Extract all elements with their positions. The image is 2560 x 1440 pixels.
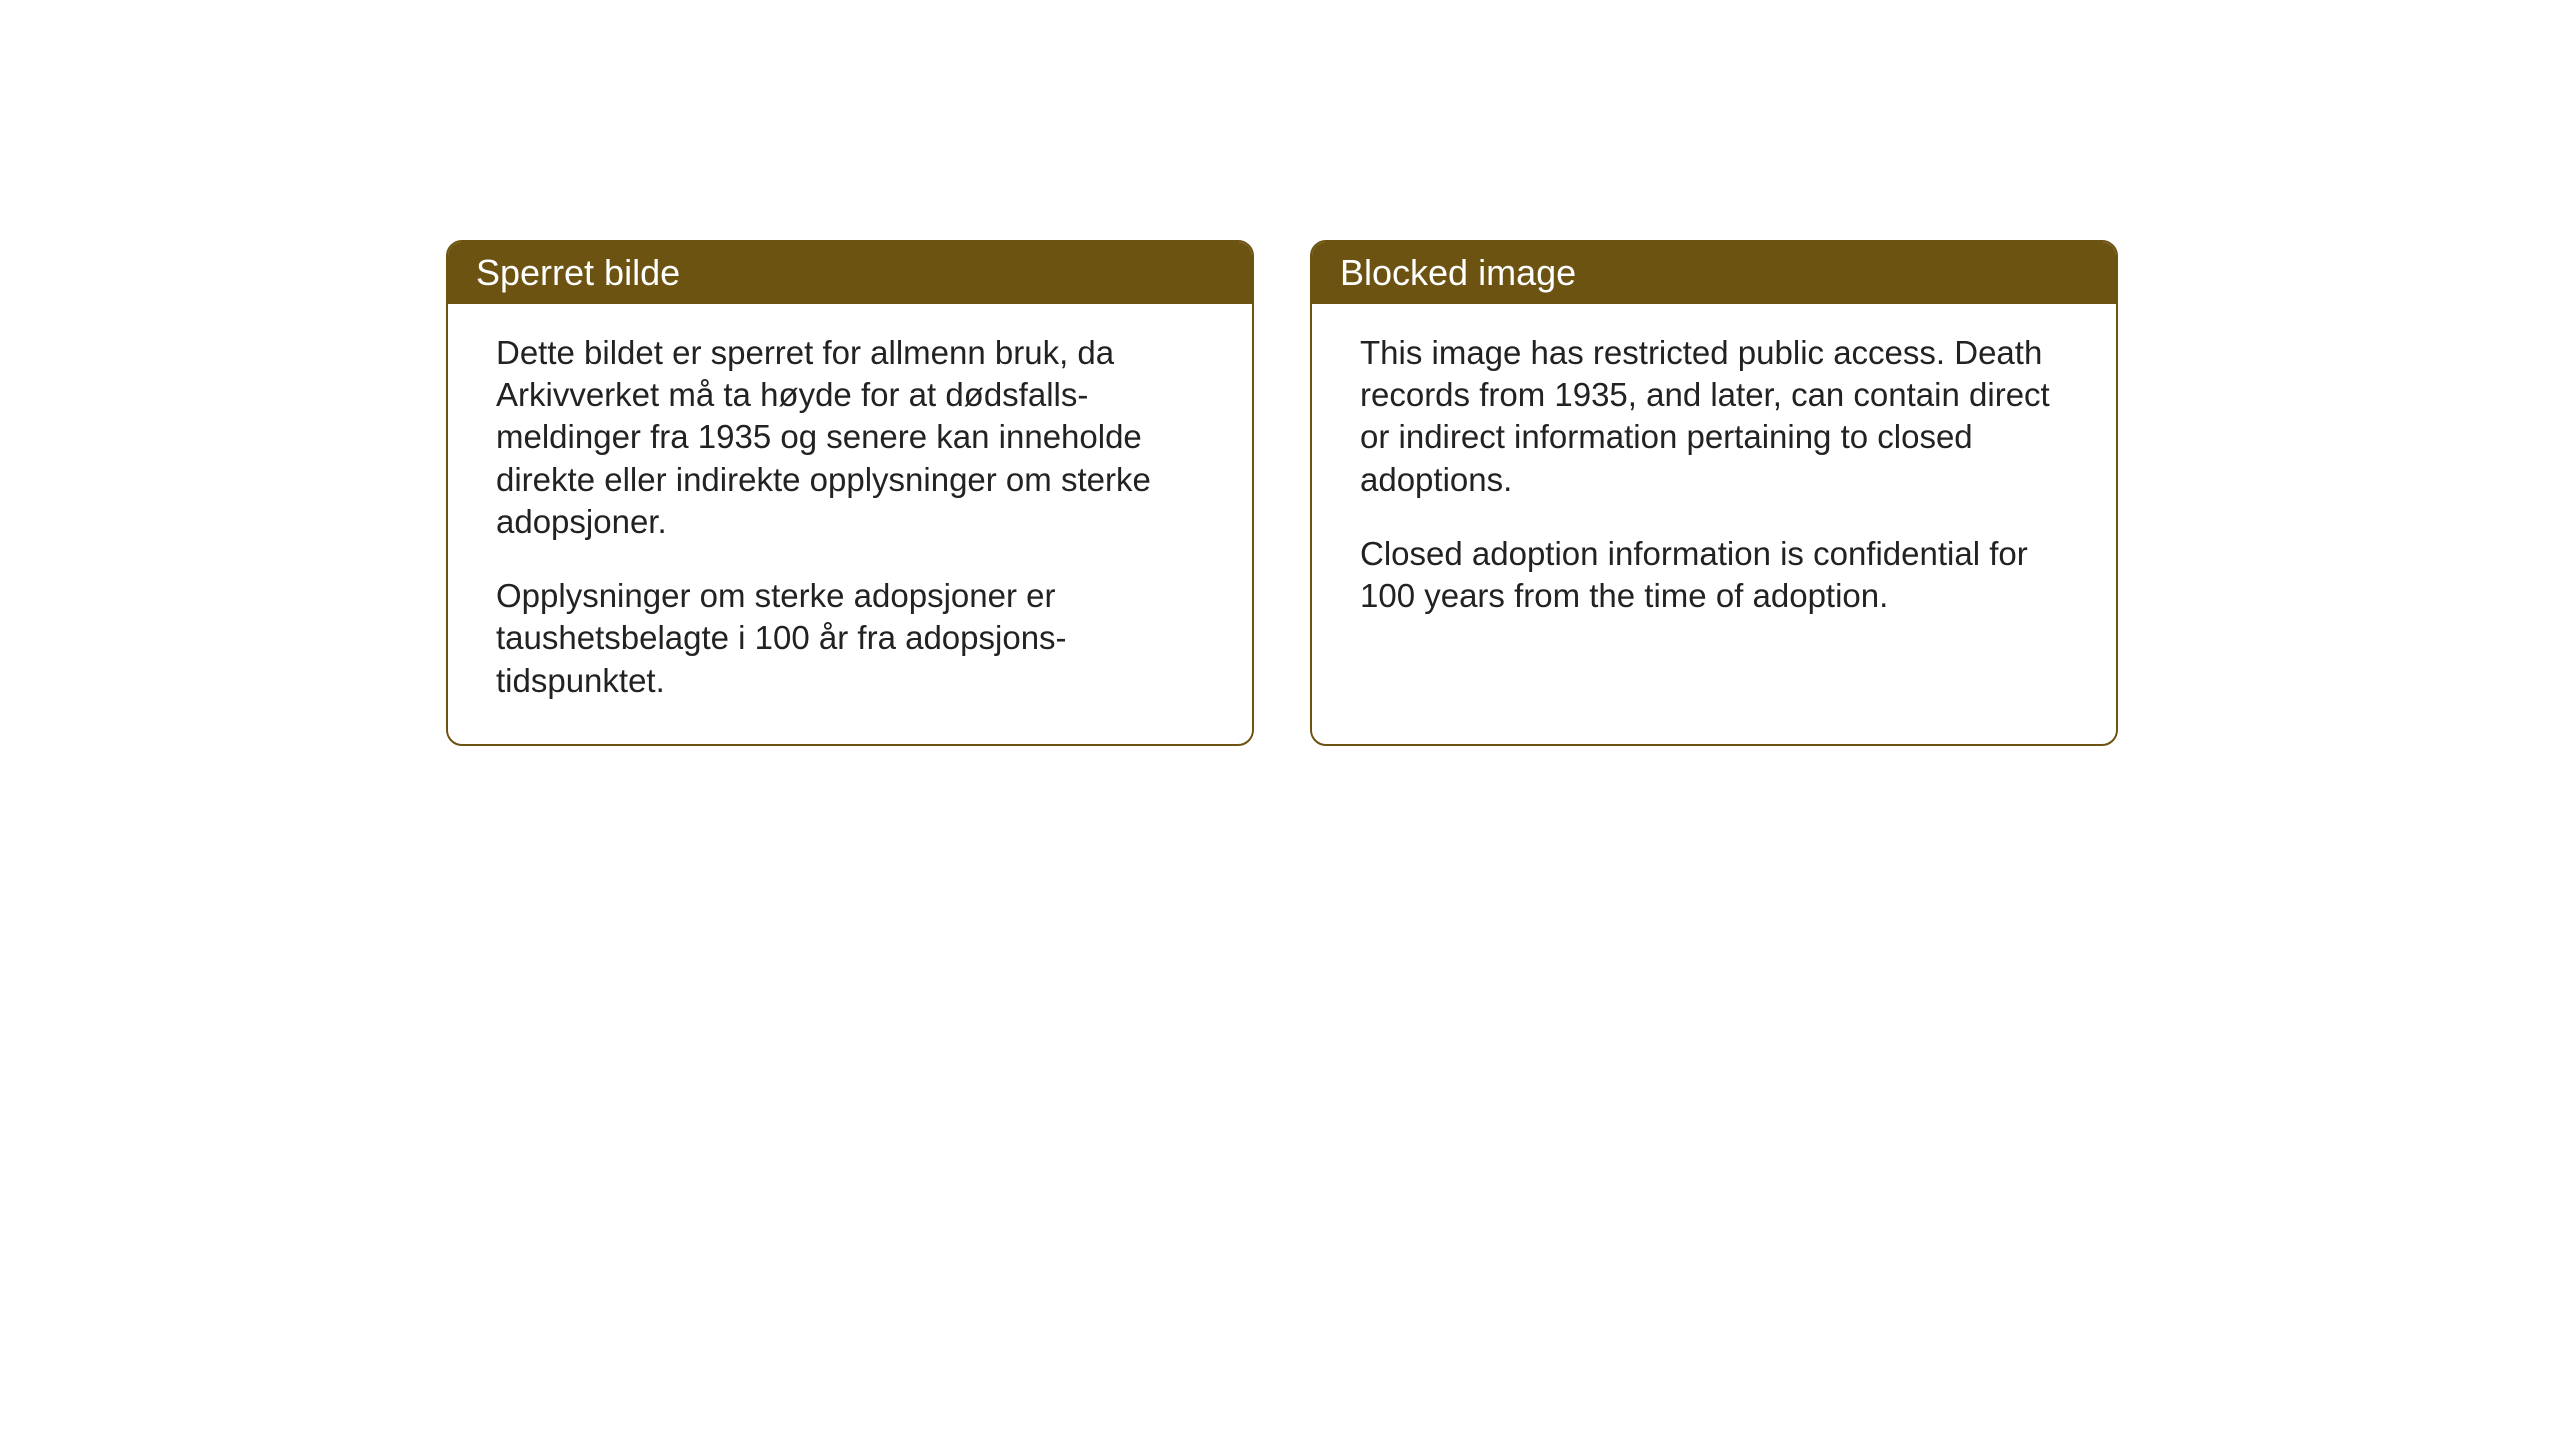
notice-header-norwegian: Sperret bilde xyxy=(448,242,1252,304)
notice-container: Sperret bilde Dette bildet er sperret fo… xyxy=(0,0,2560,746)
notice-body-norwegian: Dette bildet er sperret for allmenn bruk… xyxy=(448,304,1252,744)
notice-body-english: This image has restricted public access.… xyxy=(1312,304,2116,744)
notice-box-english: Blocked image This image has restricted … xyxy=(1310,240,2118,746)
notice-paragraph: This image has restricted public access.… xyxy=(1360,332,2068,501)
notice-header-english: Blocked image xyxy=(1312,242,2116,304)
notice-paragraph: Dette bildet er sperret for allmenn bruk… xyxy=(496,332,1204,543)
notice-box-norwegian: Sperret bilde Dette bildet er sperret fo… xyxy=(446,240,1254,746)
notice-paragraph: Opplysninger om sterke adopsjoner er tau… xyxy=(496,575,1204,702)
notice-paragraph: Closed adoption information is confident… xyxy=(1360,533,2068,617)
